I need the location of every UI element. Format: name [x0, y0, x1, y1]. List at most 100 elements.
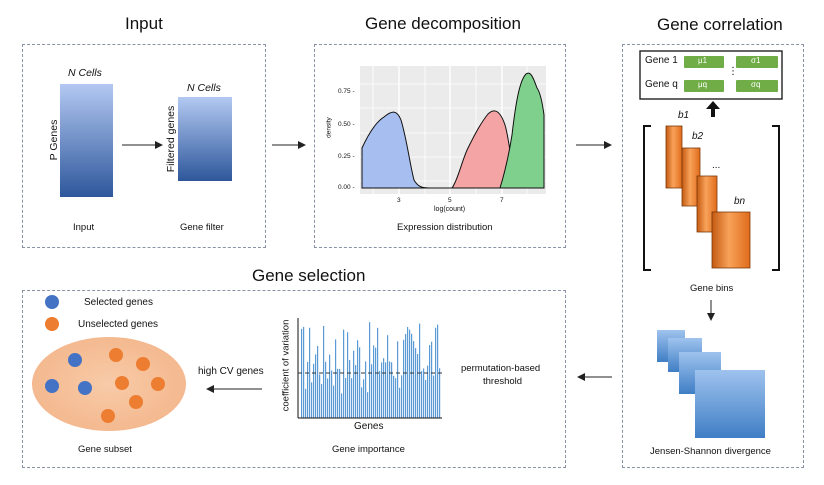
- importance-bar: [395, 378, 397, 418]
- importance-bar: [427, 365, 429, 418]
- importance-bar: [333, 385, 335, 418]
- importance-bar: [439, 368, 441, 418]
- gene-q-label: Gene q: [645, 79, 678, 90]
- density-ytick-3: 0.75 -: [338, 88, 355, 95]
- sigma1-label: σ1: [751, 56, 761, 65]
- importance-bar: [387, 335, 389, 418]
- gene-importance-caption: Gene importance: [332, 444, 405, 455]
- gene-bin-1: [665, 125, 683, 189]
- gene-bin-n: [711, 211, 751, 269]
- importance-bar: [345, 377, 347, 418]
- density-ytick-2: 0.50 -: [338, 121, 355, 128]
- importance-bar: [417, 354, 419, 418]
- importance-bar: [385, 362, 387, 418]
- importance-bar: [435, 327, 437, 418]
- legend-selected-label: Selected genes: [84, 297, 153, 308]
- importance-bar: [355, 365, 357, 418]
- left-bracket: [643, 125, 651, 271]
- density-red: [451, 110, 515, 189]
- density-chart: [360, 66, 546, 194]
- legend-selected-dot: [45, 295, 59, 309]
- filtered-genes-label: Filtered genes: [165, 105, 177, 173]
- importance-bar: [315, 354, 317, 418]
- arrow-up-icon: [706, 101, 720, 117]
- density-ytick-0: 0.00 -: [338, 184, 355, 191]
- importance-bar: [389, 361, 391, 418]
- p-genes-label: P Genes: [48, 119, 60, 161]
- sigmaq-cell: [736, 80, 778, 92]
- importance-bar: [363, 379, 365, 418]
- importance-bar: [437, 324, 439, 418]
- legend-unselected-dot: [45, 317, 59, 331]
- gene-1-label: Gene 1: [645, 55, 678, 66]
- importance-bar: [305, 388, 307, 418]
- importance-bar: [425, 380, 427, 418]
- importance-bar: [327, 378, 329, 418]
- density-green: [499, 72, 545, 189]
- input-title: Input: [125, 14, 163, 33]
- importance-bar: [391, 362, 393, 418]
- correlation-panel: [622, 44, 804, 468]
- importance-bar: [399, 387, 401, 418]
- importance-bar: [319, 374, 321, 418]
- importance-bar: [339, 368, 341, 418]
- filtered-matrix: [178, 97, 232, 181]
- right-bracket: [772, 125, 780, 271]
- table-ellipsis: ⋮: [728, 66, 738, 77]
- importance-bar: [347, 332, 349, 418]
- input-matrix: [60, 84, 113, 197]
- decomposition-panel: [314, 44, 566, 248]
- importance-bar: [309, 327, 311, 418]
- bin-label-dots: ...: [712, 160, 721, 171]
- importance-bar: [379, 370, 381, 418]
- importance-xlabel: Genes: [354, 421, 384, 432]
- importance-bar: [361, 387, 363, 418]
- importance-bar: [357, 340, 359, 418]
- importance-bar: [433, 375, 435, 418]
- bin-label-b1: b1: [678, 110, 690, 121]
- importance-bar: [331, 370, 333, 418]
- decomposition-title: Gene decomposition: [365, 14, 521, 33]
- importance-bar: [317, 346, 319, 418]
- importance-bar: [401, 375, 403, 418]
- importance-bar: [421, 371, 423, 418]
- input-panel: [22, 44, 266, 248]
- importance-bar: [325, 361, 327, 418]
- mu1-label: μ1: [698, 56, 708, 65]
- importance-ylabel: coefficient of variation: [280, 319, 292, 412]
- high-cv-genes-label: high CV genes: [198, 366, 264, 377]
- gene-subset-dots: [45, 348, 165, 423]
- muq-label: μq: [698, 80, 708, 89]
- expression-distribution-caption: Expression distribution: [397, 222, 493, 233]
- density-ylabel: density: [325, 117, 333, 138]
- input-caption: Input: [73, 222, 95, 233]
- correlation-title: Gene correlation: [657, 15, 783, 34]
- density-xtick-7: 7: [500, 197, 504, 204]
- n-cells-label-2: N Cells: [187, 82, 221, 94]
- importance-bar: [311, 382, 313, 418]
- sigma1-cell: [736, 56, 778, 68]
- gene-filter-caption: Gene filter: [180, 222, 224, 233]
- importance-bar: [411, 333, 413, 418]
- importance-bar: [405, 333, 407, 418]
- muq-cell: [684, 80, 724, 92]
- importance-bar: [307, 361, 309, 418]
- selection-title: Gene selection: [252, 266, 366, 285]
- mu1-cell: [684, 56, 724, 68]
- importance-bar: [365, 361, 367, 418]
- importance-bar: [341, 393, 343, 418]
- importance-bar: [351, 378, 353, 418]
- density-xlabel: log(count): [434, 206, 466, 213]
- sigmaq-label: σq: [751, 80, 761, 89]
- importance-bar: [423, 368, 425, 418]
- importance-bar: [375, 347, 377, 418]
- legend-unselected-label: Unselected genes: [78, 319, 159, 330]
- importance-bar: [353, 350, 355, 418]
- importance-bar: [429, 345, 431, 418]
- js-square-4: [695, 370, 765, 438]
- importance-bar: [383, 358, 385, 418]
- density-ytick-1: 0.25 -: [338, 153, 355, 160]
- importance-bar: [419, 323, 421, 418]
- gene-subset-caption: Gene subset: [78, 444, 132, 455]
